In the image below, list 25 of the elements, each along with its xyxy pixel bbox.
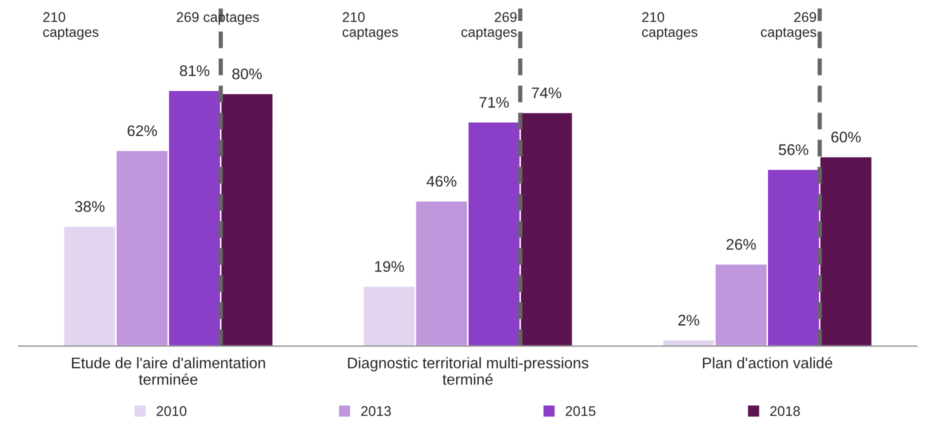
legend-label: 2010	[156, 406, 186, 416]
legend-label: 2013	[361, 406, 391, 416]
data-label: 56%	[778, 144, 808, 156]
data-label: 80%	[232, 68, 262, 80]
x-tick-label: Diagnostic territorial multi-pressions terminé	[348, 357, 588, 385]
data-label: 71%	[480, 96, 509, 108]
data-label: 74%	[532, 88, 562, 98]
text: 210 captages	[642, 12, 698, 40]
data-label: 46%	[426, 176, 456, 187]
ref-line-label: 269 captages	[176, 12, 259, 25]
text: 210 captages	[43, 12, 98, 40]
data-label: 81%	[180, 65, 210, 76]
ref-line-label: 269 captages	[760, 12, 816, 40]
data-label: 26%	[726, 238, 756, 250]
data-label: 2%	[678, 314, 700, 326]
x-tick-label: Plan d'action validé	[702, 356, 832, 368]
legend-label: 2018	[770, 406, 800, 416]
ref-line-label: 269 captages	[461, 12, 517, 40]
data-label: 38%	[75, 201, 104, 212]
legend-label: 2015	[566, 406, 596, 416]
data-label: 19%	[375, 261, 404, 272]
data-label: 62%	[128, 125, 157, 136]
x-tick-label: Etude de l'aire d'alimentation terminée	[72, 357, 265, 385]
text: 210 captages	[342, 12, 398, 40]
data-label: 60%	[831, 132, 861, 142]
